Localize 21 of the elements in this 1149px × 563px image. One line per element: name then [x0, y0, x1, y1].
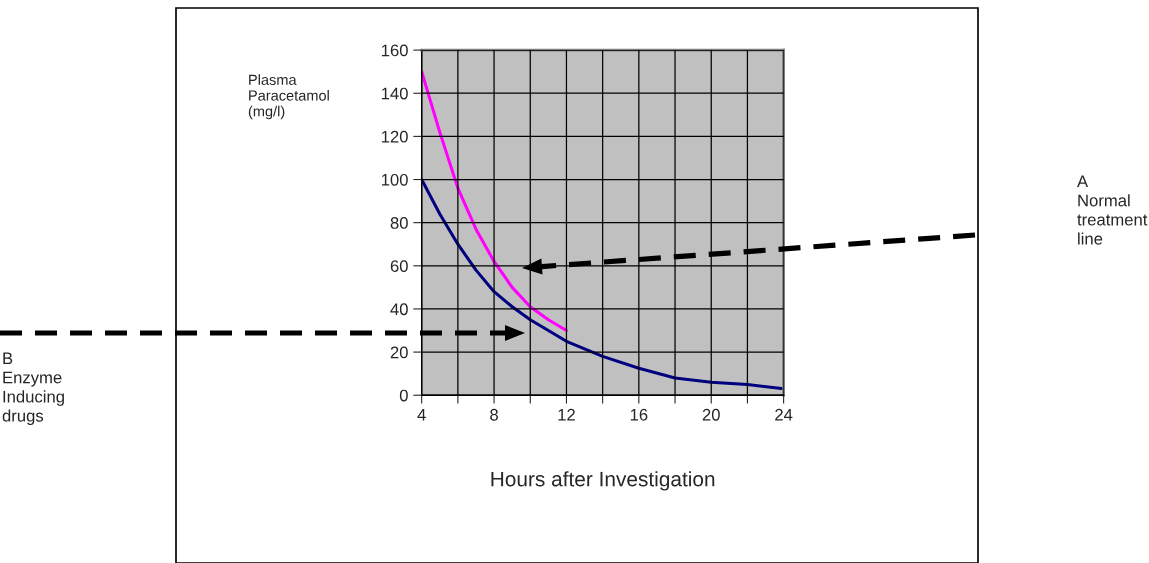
y-tick-label: 140	[381, 87, 408, 100]
line-series	[421, 70, 568, 333]
y-tick-label: 20	[390, 346, 408, 359]
text: A Normal treatment line	[1077, 175, 1148, 245]
text: B Enzyme Inducing drugs	[2, 352, 64, 426]
line-series	[421, 178, 784, 391]
x-tick-label: 20	[702, 408, 720, 421]
y-tick-label: 0	[399, 389, 408, 402]
y-tick-label: 60	[390, 260, 408, 273]
y-tick-label: 80	[390, 217, 408, 229]
y-tick-label: 40	[390, 303, 408, 316]
y-axis-title: Plasma Paracetamol (mg/l)	[248, 74, 329, 120]
x-tick-label: 24	[775, 408, 793, 421]
y-tick-label: 160	[381, 44, 408, 57]
x-tick-label: 12	[558, 408, 575, 421]
x-tick-label: 4	[417, 409, 426, 421]
x-tick-label: 8	[490, 408, 498, 421]
y-tick-label: 120	[381, 130, 408, 143]
y-tick-label: 100	[381, 173, 408, 186]
x-axis-title: Hours after Investigation	[491, 471, 715, 491]
x-tick-label: 16	[630, 408, 648, 421]
